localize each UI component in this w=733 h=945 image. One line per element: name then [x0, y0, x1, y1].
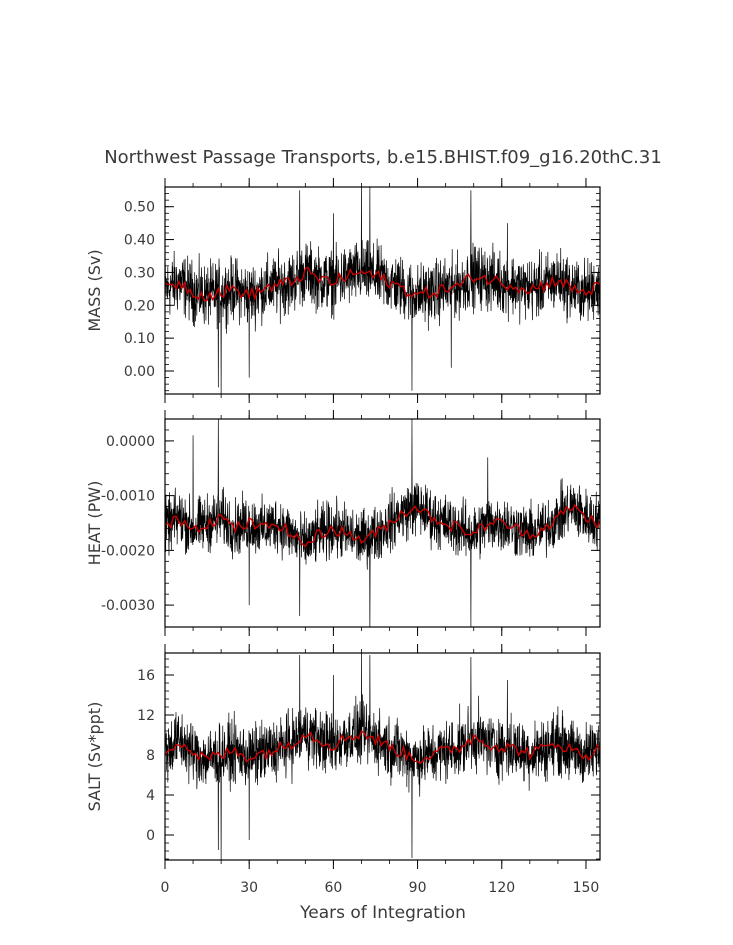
panel-0-frame: [164, 186, 601, 395]
x-tick-label: 90: [409, 880, 427, 896]
panel-0-ytick-label: 0.40: [124, 233, 155, 249]
panel-0-ytick-label: 0.30: [124, 265, 155, 281]
panel-0-ylabel: MASS (Sv): [85, 249, 104, 331]
x-tick-label: 120: [488, 880, 515, 896]
panel-0-ytick-label: 0.20: [124, 298, 155, 314]
panel-2-ytick-label: 12: [137, 708, 155, 724]
x-tick-label: 30: [240, 880, 258, 896]
panel-0-annual-series: [165, 266, 600, 302]
panel-1-ytick-label: 0.0000: [106, 434, 155, 450]
panel-1-ytick-label: -0.0020: [101, 543, 155, 559]
panel-2-ytick-label: 0: [146, 828, 155, 844]
chart-title: Northwest Passage Transports, b.e15.BHIS…: [104, 147, 662, 168]
panel-1-frame: [164, 418, 601, 628]
panel-0-ytick-label: 0.00: [124, 364, 155, 380]
panel-1-ytick-label: -0.0010: [101, 489, 155, 505]
panel-1-annual-series: [165, 503, 600, 548]
panel-2-monthly-series: [165, 653, 600, 860]
panel-2-annual-series: [165, 730, 600, 765]
panel-1-ylabel: HEAT (PW): [85, 481, 104, 566]
panel-0-monthly-series: [165, 187, 600, 394]
panel-0-ytick-label: 0.50: [124, 200, 155, 216]
panel-2-ylabel: SALT (Sv*ppt): [85, 702, 104, 812]
panel-2-ytick-label: 8: [146, 748, 155, 764]
x-tick-label: 150: [573, 880, 600, 896]
panel-2-ytick-label: 16: [137, 668, 155, 684]
panel-2-ytick-label: 4: [146, 788, 155, 804]
x-tick-label: 0: [161, 880, 170, 896]
panel-1-ytick-label: -0.0030: [101, 598, 155, 614]
x-tick-label: 60: [324, 880, 342, 896]
panel-2-frame: [164, 652, 601, 861]
panel-1-monthly-series: [165, 419, 600, 627]
x-axis-label: Years of Integration: [299, 903, 466, 923]
panel-0-ytick-label: 0.10: [124, 331, 155, 347]
